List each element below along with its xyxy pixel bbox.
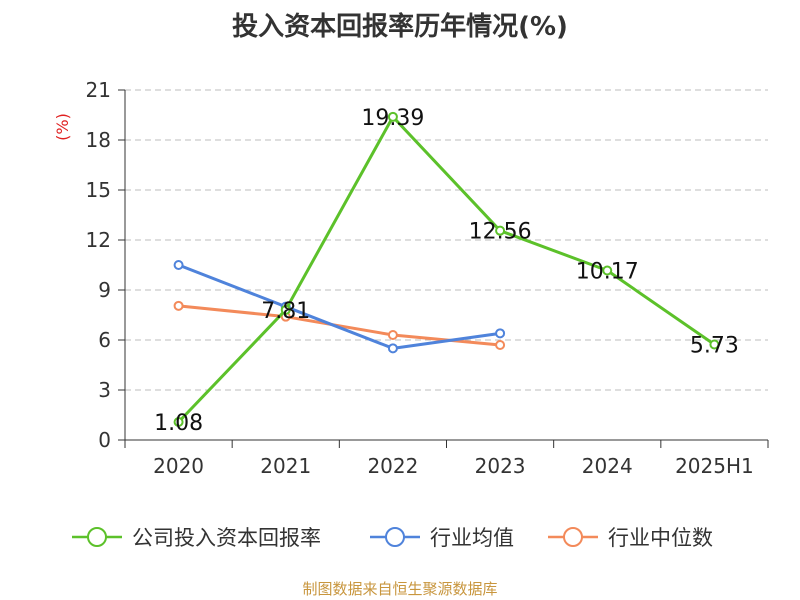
data-point	[709, 339, 720, 350]
legend-label: 公司投入资本回报率	[132, 526, 321, 550]
legend-marker	[385, 527, 405, 547]
data-point	[387, 111, 398, 122]
data-label: 10.17	[576, 260, 639, 285]
data-labels: 1.08 7.81 19.39 12.56 10.17 5.73	[154, 106, 739, 436]
legend-label: 行业均值	[430, 526, 514, 550]
series-lines	[173, 111, 720, 427]
data-point	[173, 417, 184, 427]
x-tick-label: 2021	[260, 454, 311, 478]
footer-source: 制图数据来自恒生聚源数据库	[302, 580, 498, 598]
data-point	[495, 225, 506, 236]
y-axis-label: (%)	[53, 113, 72, 141]
y-tick-label: 9	[98, 278, 111, 302]
legend-marker	[563, 527, 583, 547]
data-point	[173, 260, 184, 270]
data-point	[387, 330, 398, 340]
data-point	[495, 328, 506, 339]
legend-label: 行业中位数	[608, 526, 713, 550]
legend-marker	[87, 527, 107, 547]
series-line	[177, 115, 716, 424]
data-label: 19.39	[361, 106, 424, 131]
y-tick-label: 6	[98, 328, 111, 352]
x-tick-label: 2020	[153, 454, 204, 478]
x-tick-label: 2024	[582, 454, 633, 478]
chart-title: 投入资本回报率历年情况(%)	[232, 12, 568, 42]
series-line	[178, 263, 501, 350]
data-label: 7.81	[261, 299, 310, 324]
x-tick-label: 2022	[367, 454, 418, 478]
axes: 0 3 6 9 12 15 18 21 (%) 2020 2021 2022 2023 2024 2025H…	[53, 78, 769, 478]
data-point	[602, 265, 613, 276]
data-point	[387, 343, 398, 354]
y-tick-label: 18	[86, 128, 111, 152]
data-point	[173, 300, 184, 311]
y-tick-label: 15	[86, 178, 111, 202]
y-tick-label: 21	[86, 78, 111, 102]
y-tick-label: 3	[98, 378, 111, 402]
data-label: 1.08	[154, 411, 203, 436]
x-tick-label: 2025H1	[675, 454, 754, 478]
grid-lines	[125, 89, 768, 391]
y-tick-label: 0	[98, 428, 111, 452]
data-label: 12.56	[469, 220, 532, 245]
data-label: 5.73	[690, 334, 739, 359]
data-point	[280, 304, 291, 315]
y-tick-label: 12	[86, 228, 111, 252]
data-point	[495, 340, 506, 350]
legend: 公司投入资本回报率 行业均值 行业中位数	[72, 526, 713, 550]
x-tick-label: 2023	[475, 454, 526, 478]
